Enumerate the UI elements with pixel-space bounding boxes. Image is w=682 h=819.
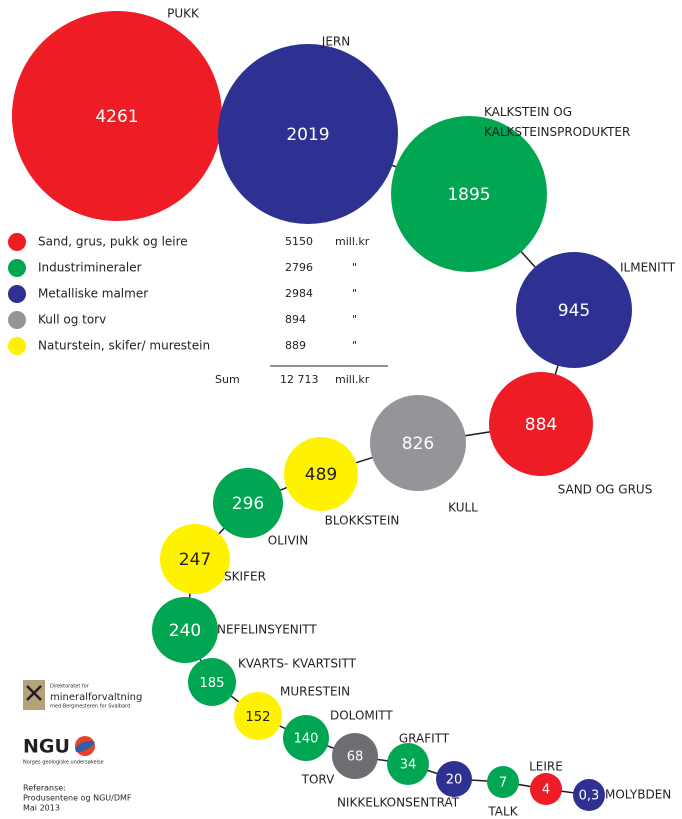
bubble-value: 140 xyxy=(294,732,319,747)
sum-label: Sum xyxy=(215,373,240,386)
bubble-value: 4 xyxy=(542,783,550,798)
legend-name: Industrimineraler xyxy=(38,261,142,275)
legend-value: 2796 xyxy=(285,261,313,274)
bubble-value: 489 xyxy=(305,465,337,485)
bubble-label: DOLOMITT xyxy=(330,709,393,723)
bubble-value: 7 xyxy=(499,776,507,791)
bubble-label: MURESTEIN xyxy=(280,685,350,699)
bubble xyxy=(530,773,562,805)
legend-name: Kull og torv xyxy=(38,313,106,327)
legend-name: Metalliske malmer xyxy=(38,287,148,301)
legend-unit: mill.kr xyxy=(335,235,370,248)
bubble xyxy=(489,372,593,476)
bubble-value: 240 xyxy=(169,621,201,641)
bubble-value: 20 xyxy=(446,773,463,788)
ngu-logo: NGU Norges geologiske undersøkelse xyxy=(23,736,104,766)
bubble-label: PUKK xyxy=(167,7,200,21)
bubble-label: GRAFITT xyxy=(399,732,450,746)
bubble xyxy=(160,524,230,594)
bubble-value: 1895 xyxy=(447,185,490,205)
bubble xyxy=(283,715,329,761)
reference: Produsentene og NGU/DMF xyxy=(23,794,132,803)
legend-unit: " xyxy=(352,313,357,326)
bubble-label: OLIVIN xyxy=(268,534,308,548)
legend-name: Sand, grus, pukk og leire xyxy=(38,235,188,249)
bubble-value: 34 xyxy=(400,758,417,773)
bubble-label: SAND OG GRUS xyxy=(558,483,653,497)
bubble xyxy=(284,437,358,511)
bubble-value: 945 xyxy=(558,301,590,321)
legend-value: 894 xyxy=(285,313,306,326)
bubble-value: 0,3 xyxy=(579,789,600,804)
legend-value: 889 xyxy=(285,339,306,352)
legend-dot xyxy=(8,337,26,355)
legend-name: Naturstein, skifer/ murestein xyxy=(38,339,210,353)
bubble xyxy=(436,761,472,797)
logo-text: NGU xyxy=(23,736,70,758)
bubble-value: 2019 xyxy=(286,125,329,145)
logo-text: Direktoratet for xyxy=(50,684,90,690)
bubble-value: 826 xyxy=(402,434,434,454)
bubble xyxy=(188,658,236,706)
bubble xyxy=(487,766,519,798)
bubble-label: NIKKELKONSENTRAT xyxy=(337,796,460,810)
legend-dot xyxy=(8,311,26,329)
reference: Mai 2013 xyxy=(23,804,60,813)
bubble-label: TORV xyxy=(301,773,335,787)
bubble-label: NEFELINSYENITT xyxy=(217,623,317,637)
bubble xyxy=(573,779,605,811)
bubble-label: LEIRE xyxy=(529,760,563,774)
bubble-value: 152 xyxy=(245,710,270,725)
logo-text: mineralforvaltning xyxy=(50,692,142,703)
bubble xyxy=(332,733,378,779)
bubble-label: BLOKKSTEIN xyxy=(325,514,400,528)
legend-value: 2984 xyxy=(285,287,313,300)
reference: Referanse: xyxy=(23,784,66,793)
bubble-label: JERN xyxy=(321,35,350,49)
legend-unit: " xyxy=(352,261,357,274)
bubble xyxy=(387,743,429,785)
bubble-label: TALK xyxy=(487,805,518,819)
bubble-value: 296 xyxy=(232,494,264,514)
bubble-value: 247 xyxy=(179,550,211,570)
dmf-logo: Direktoratet for mineralforvaltning med … xyxy=(23,680,142,710)
bubble-value: 68 xyxy=(347,750,364,765)
legend-unit: " xyxy=(352,287,357,300)
legend-dot xyxy=(8,285,26,303)
bubble-value: 185 xyxy=(199,676,224,691)
legend: Sand, grus, pukk og leire 5150 mill.kr Indu… xyxy=(8,233,388,386)
bubble-label: KVARTS- KVARTSITT xyxy=(238,657,357,671)
legend-dot xyxy=(8,259,26,277)
bubble-label: KULL xyxy=(448,501,478,515)
legend-value: 5150 xyxy=(285,235,313,248)
logo-hammers xyxy=(26,685,42,701)
logo-text: Norges geologiske undersøkelse xyxy=(23,760,104,766)
legend-unit: " xyxy=(352,339,357,352)
bubble-value: 884 xyxy=(525,415,557,435)
bubble-chain: 4261 PUKK 2019 JERN 1895 KALKSTEIN OG KALKSTEI… xyxy=(12,7,676,819)
bubble xyxy=(391,116,547,272)
legend-dot xyxy=(8,233,26,251)
bubble xyxy=(218,44,398,224)
sum-value: 12 713 xyxy=(280,373,319,386)
logo-mark xyxy=(23,680,45,710)
bubble xyxy=(516,252,632,368)
bubble xyxy=(152,597,218,663)
bubble-label: KALKSTEIN OG KALKSTEINSPRODUKTER xyxy=(484,105,630,139)
bubble-label: SKIFER xyxy=(224,570,266,584)
logo-text: med Bergmesteren for Svalbard xyxy=(50,704,130,710)
sum-unit: mill.kr xyxy=(335,373,370,386)
bubble xyxy=(12,11,222,221)
bubble xyxy=(213,468,283,538)
bubble-label: MOLYBDEN xyxy=(605,788,671,802)
bubble-value: 4261 xyxy=(95,107,138,127)
bubble xyxy=(370,395,466,491)
bubble xyxy=(234,692,282,740)
bubble-label: ILMENITT xyxy=(620,261,676,275)
logo-mark xyxy=(75,740,95,752)
